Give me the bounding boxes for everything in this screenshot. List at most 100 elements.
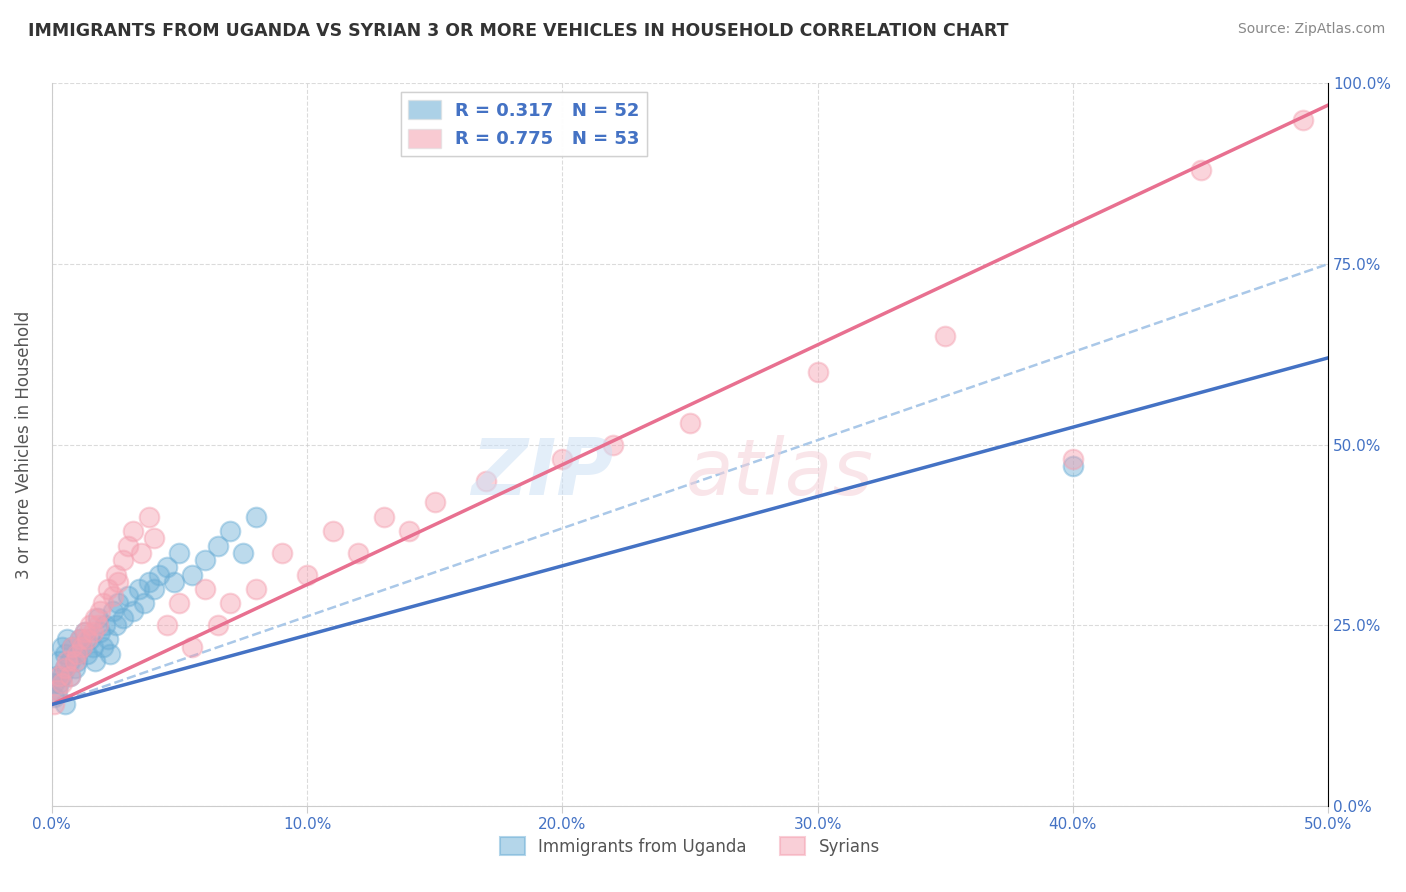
Point — [104, 618, 127, 632]
Point — [1291, 112, 1313, 127]
Point — [82, 625, 104, 640]
Point — [107, 596, 129, 610]
Text: Source: ZipAtlas.com: Source: ZipAtlas.com — [1237, 22, 1385, 37]
Point — [48, 668, 70, 682]
Point — [79, 632, 101, 647]
Point — [53, 698, 76, 712]
Point — [89, 604, 111, 618]
Point — [169, 596, 191, 610]
Point — [53, 647, 76, 661]
Point — [295, 567, 318, 582]
Text: ZIP: ZIP — [471, 435, 613, 511]
Point — [82, 640, 104, 654]
Point — [551, 452, 574, 467]
Point — [207, 539, 229, 553]
Point — [97, 582, 120, 596]
Point — [128, 582, 150, 596]
Point — [91, 596, 114, 610]
Point — [122, 604, 145, 618]
Point — [73, 625, 96, 640]
Point — [86, 611, 108, 625]
Point — [66, 647, 89, 661]
Point — [69, 632, 91, 647]
Point — [132, 596, 155, 610]
Point — [79, 618, 101, 632]
Point — [94, 618, 117, 632]
Point — [138, 509, 160, 524]
Point — [60, 640, 83, 654]
Point — [101, 589, 124, 603]
Point — [117, 589, 139, 603]
Point — [104, 567, 127, 582]
Y-axis label: 3 or more Vehicles in Household: 3 or more Vehicles in Household — [15, 310, 32, 579]
Point — [232, 546, 254, 560]
Point — [163, 574, 186, 589]
Legend: R = 0.317   N = 52, R = 0.775   N = 53: R = 0.317 N = 52, R = 0.775 N = 53 — [401, 93, 647, 156]
Point — [107, 574, 129, 589]
Point — [194, 553, 217, 567]
Point — [48, 654, 70, 668]
Point — [44, 690, 66, 705]
Point — [117, 539, 139, 553]
Point — [53, 661, 76, 675]
Point — [398, 524, 420, 538]
Point — [59, 668, 82, 682]
Point — [423, 495, 446, 509]
Text: IMMIGRANTS FROM UGANDA VS SYRIAN 3 OR MORE VEHICLES IN HOUSEHOLD CORRELATION CHA: IMMIGRANTS FROM UGANDA VS SYRIAN 3 OR MO… — [28, 22, 1008, 40]
Point — [89, 625, 111, 640]
Point — [48, 676, 70, 690]
Point — [1189, 163, 1212, 178]
Point — [156, 618, 179, 632]
Point — [59, 654, 82, 668]
Point — [142, 582, 165, 596]
Point — [84, 611, 107, 625]
Point — [66, 654, 89, 668]
Point — [679, 416, 702, 430]
Point — [63, 661, 86, 675]
Point — [51, 640, 73, 654]
Point — [84, 654, 107, 668]
Point — [142, 532, 165, 546]
Point — [373, 509, 395, 524]
Point — [97, 632, 120, 647]
Point — [602, 437, 624, 451]
Point — [69, 632, 91, 647]
Point — [934, 329, 956, 343]
Point — [181, 567, 204, 582]
Point — [59, 668, 82, 682]
Point — [1062, 459, 1084, 474]
Point — [129, 546, 152, 560]
Point — [53, 661, 76, 675]
Point — [44, 698, 66, 712]
Text: atlas: atlas — [685, 435, 873, 511]
Point — [56, 632, 79, 647]
Point — [169, 546, 191, 560]
Point — [76, 632, 98, 647]
Point — [56, 654, 79, 668]
Point — [73, 625, 96, 640]
Point — [148, 567, 170, 582]
Point — [347, 546, 370, 560]
Point — [207, 618, 229, 632]
Point — [122, 524, 145, 538]
Point — [91, 640, 114, 654]
Point — [101, 604, 124, 618]
Point — [72, 640, 94, 654]
Point — [86, 618, 108, 632]
Point — [219, 524, 242, 538]
Point — [45, 683, 67, 698]
Point — [194, 582, 217, 596]
Point — [45, 683, 67, 698]
Point — [63, 654, 86, 668]
Point — [45, 668, 67, 682]
Point — [60, 640, 83, 654]
Point — [51, 668, 73, 682]
Point — [181, 640, 204, 654]
Point — [72, 640, 94, 654]
Point — [51, 676, 73, 690]
Point — [44, 676, 66, 690]
Point — [474, 474, 496, 488]
Point — [322, 524, 344, 538]
Point — [76, 647, 98, 661]
Point — [138, 574, 160, 589]
